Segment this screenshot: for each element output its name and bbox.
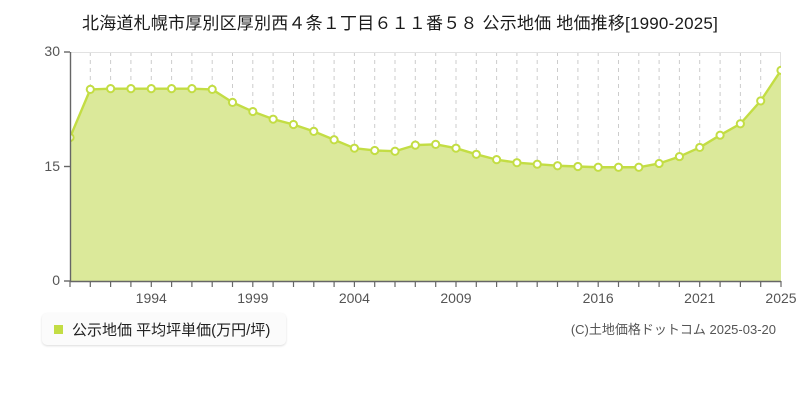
data-point [106,84,116,94]
data-point [227,97,238,107]
x-axis-tick-label: 1994 [135,290,167,306]
data-point [207,84,217,95]
data-point [187,84,197,94]
data-point [756,96,766,106]
chart-svg [70,52,781,281]
data-point [674,151,685,162]
legend-color-swatch [54,324,63,334]
data-point [451,143,461,153]
data-point [146,84,156,94]
data-markers [70,65,781,172]
data-point [126,84,136,94]
x-axis-tick-label: 2021 [684,290,716,306]
x-axis-tick-label: 2009 [440,290,472,306]
data-point [634,162,644,172]
copyright-credit: (C)土地価格ドットコム 2025-03-20 [570,322,776,337]
page-title: 北海道札幌市厚別区厚別西４条１丁目６１１番５８ 公示地価 地価推移[1990-2… [82,14,718,33]
data-point [735,119,745,129]
data-point [695,142,705,153]
data-point [309,126,319,136]
x-axis-tick-label: 2004 [338,290,370,306]
data-point [349,143,359,153]
data-point [512,158,522,168]
data-point [654,158,664,169]
data-point [329,135,339,145]
data-point [492,155,502,165]
data-point [370,145,380,156]
data-point [715,130,725,140]
plot-area [70,52,781,281]
data-point [573,161,583,172]
data-point [248,106,258,117]
data-point [552,161,563,171]
data-point [166,84,177,94]
data-point [431,139,441,149]
x-axis-tick-label: 2016 [582,290,614,306]
y-axis-tick-label: 15 [44,157,60,174]
y-axis-tick-label: 0 [52,272,60,288]
data-point [776,65,781,75]
x-axis-tick-label: 2025 [765,290,797,306]
x-axis-tick-label: 1999 [237,290,269,306]
data-point [268,114,278,124]
legend-item-label: 公示地価 平均坪単価(万円/坪) [72,321,271,339]
chart-legend[interactable]: 公示地価 平均坪単価(万円/坪) [42,313,287,345]
y-axis-tick-label: 30 [44,43,60,59]
data-point [390,146,400,156]
data-point [471,149,481,159]
data-point [613,162,624,172]
data-point [288,119,299,130]
data-point [593,162,603,172]
data-point [410,140,420,150]
data-point [532,159,542,169]
area-fill [70,70,781,281]
data-point [70,132,75,143]
data-point [85,84,95,95]
